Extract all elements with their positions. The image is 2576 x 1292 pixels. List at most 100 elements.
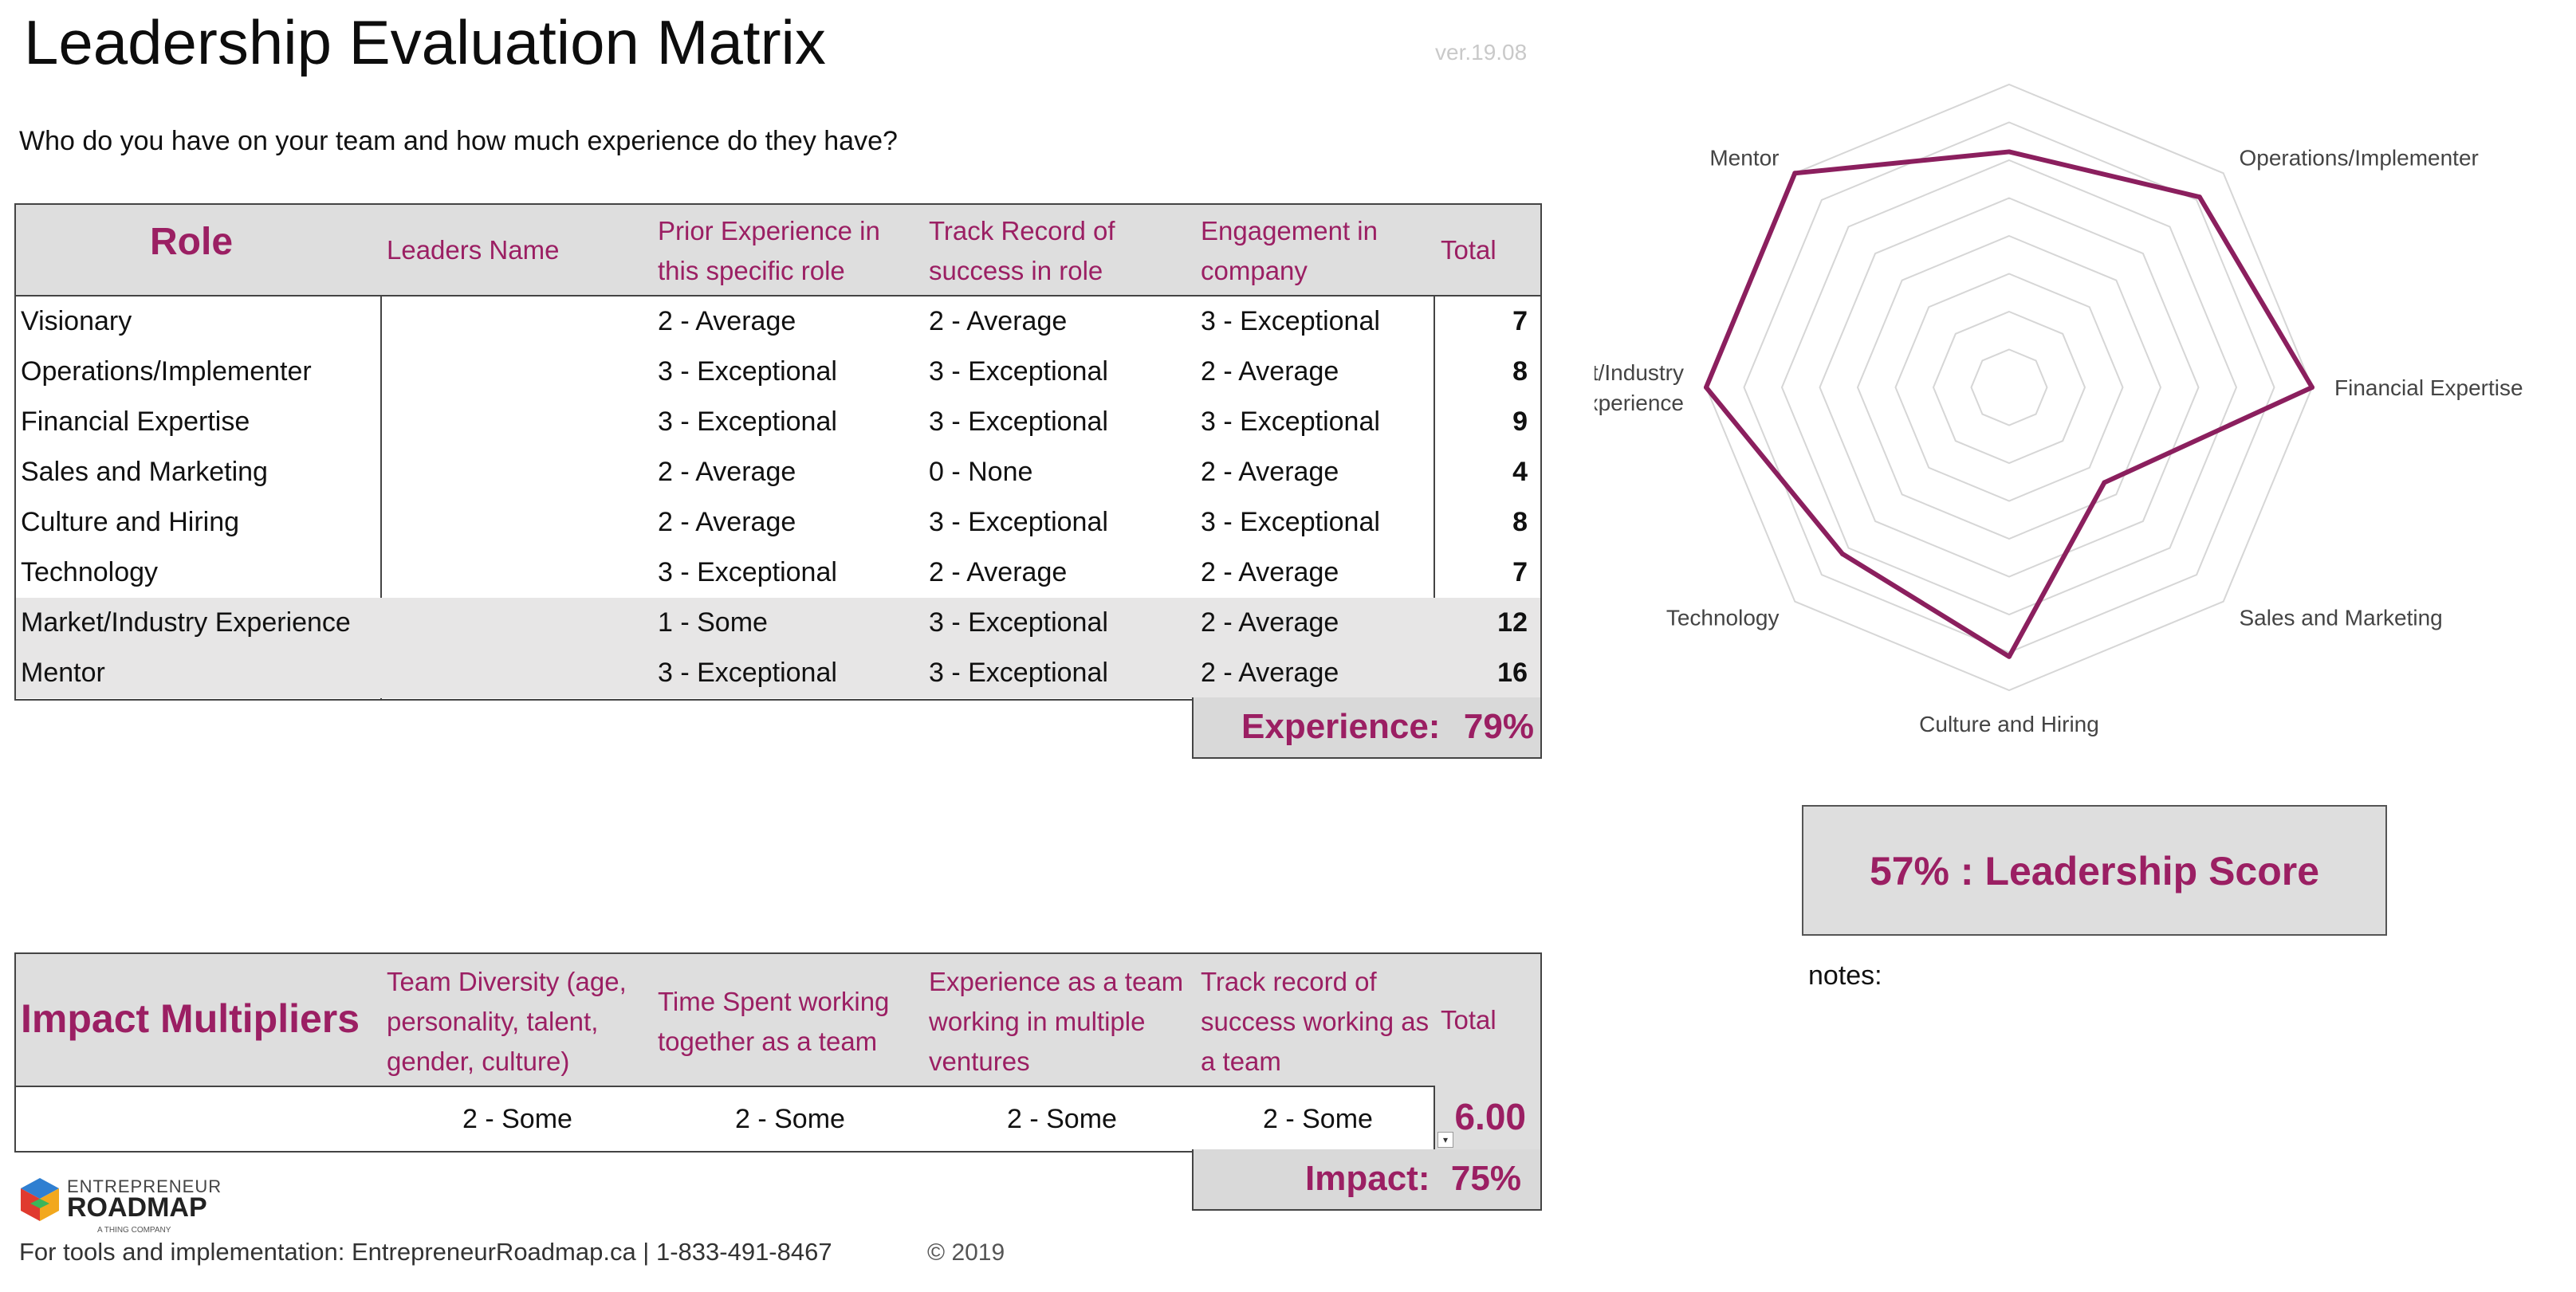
engagement-select[interactable]: 3 - Exceptional (1201, 306, 1380, 336)
impact-summary: Impact: 75% (1192, 1149, 1542, 1211)
engagement-select[interactable]: 3 - Exceptional (1201, 406, 1380, 437)
experience-label: Experience: (1241, 707, 1441, 746)
impact-values-row: 2 - Some 2 - Some 2 - Some 2 - Some (16, 1086, 1435, 1151)
track-record-select[interactable]: 2 - Average (929, 557, 1068, 587)
track-record-select[interactable]: 3 - Exceptional (929, 356, 1108, 387)
track-record-select[interactable]: 0 - None (929, 457, 1033, 487)
leader-name-field[interactable] (387, 648, 627, 698)
track-record-select[interactable]: 3 - Exceptional (929, 406, 1108, 437)
engagement-select[interactable]: 2 - Average (1201, 658, 1339, 688)
leader-name-field[interactable] (387, 397, 627, 447)
engagement-select[interactable]: 2 - Average (1201, 557, 1339, 587)
track-record-select[interactable]: 3 - Exceptional (929, 658, 1108, 688)
leader-name-field[interactable] (387, 296, 627, 347)
radar-axis-label-line: Culture and Hiring (1919, 712, 2099, 736)
table-row: Operations/Implementer 3 - Exceptional 3 -… (16, 347, 1540, 397)
prior-experience-select[interactable]: 1 - Some (658, 607, 768, 638)
page-subtitle: Who do you have on your team and how muc… (19, 126, 898, 156)
leader-name-field[interactable] (387, 598, 627, 648)
row-total: 16 (1497, 658, 1528, 688)
radar-series (1704, 149, 2314, 659)
table-row: Market/Industry Experience 1 - Some 3 - Ex… (16, 598, 1540, 648)
table-row: Sales and Marketing 2 - Average 0 - None 2 … (16, 447, 1540, 497)
experience-value: 79% (1463, 707, 1534, 746)
radar-data-point (1840, 551, 1846, 556)
engagement-select[interactable]: 2 - Average (1201, 607, 1339, 638)
prior-experience-select[interactable]: 2 - Average (658, 306, 796, 336)
track-record-select[interactable]: 2 - Average (929, 306, 1068, 336)
radar-data-point (1792, 171, 1798, 176)
table-row: Mentor 3 - Exceptional 3 - Exceptional 2 - … (16, 648, 1540, 698)
radar-axis-label-line: Experience (1595, 391, 1684, 415)
role-cell: Operations/Implementer (21, 356, 312, 387)
impact-total-value: 6.00 (1454, 1096, 1526, 1137)
impact-diversity-select[interactable]: 2 - Some (462, 1104, 572, 1134)
radar-grid-ring (1970, 348, 2048, 426)
header-track-record: Track Record of success in role (929, 216, 1115, 285)
radar-axis-label: Operations/Implementer (2239, 146, 2478, 171)
radar-axis-label: Culture and Hiring (1919, 712, 2099, 736)
leadership-radar-chart: VisionaryOperations/ImplementerFinancial… (1595, 83, 2523, 736)
track-record-select[interactable]: 3 - Exceptional (929, 607, 1108, 638)
radar-axis-label-line: Technology (1666, 605, 1780, 630)
radar-data-point (2007, 654, 2012, 659)
notes-label: notes: (1808, 960, 1882, 991)
prior-experience-select[interactable]: 3 - Exceptional (658, 658, 837, 688)
row-total: 7 (1512, 557, 1528, 587)
track-record-select[interactable]: 3 - Exceptional (929, 507, 1108, 537)
radar-data-point (2007, 149, 2012, 155)
radar-grid-ring (1932, 310, 2086, 465)
radar-axis-label: Financial Expertise (2334, 375, 2523, 400)
prior-experience-select[interactable]: 3 - Exceptional (658, 557, 837, 587)
impact-time-select[interactable]: 2 - Some (735, 1104, 845, 1134)
header-team-track-record: Track record of success working as a team (1201, 967, 1430, 1076)
role-table-header: Role Leaders Name Prior Experience in thi… (16, 205, 1540, 296)
role-cell: Culture and Hiring (21, 507, 240, 537)
impact-label: Impact: (1305, 1159, 1430, 1198)
leadership-score: 57% : Leadership Score (1869, 849, 2320, 893)
logo-cube-icon (21, 1178, 59, 1221)
table-row: Culture and Hiring 2 - Average 3 - Excepti… (16, 497, 1540, 548)
prior-experience-select[interactable]: 3 - Exceptional (658, 356, 837, 387)
header-leaders-name: Leaders Name (387, 235, 560, 265)
leader-name-field[interactable] (387, 497, 627, 548)
role-cell: Technology (21, 557, 159, 587)
prior-experience-select[interactable]: 3 - Exceptional (658, 406, 837, 437)
radar-axis-label-line: Financial Expertise (2334, 375, 2523, 400)
impact-experience-select[interactable]: 2 - Some (1007, 1104, 1117, 1134)
impact-track-select[interactable]: 2 - Some (1263, 1104, 1373, 1134)
radar-data-point (2102, 480, 2107, 485)
leader-name-field[interactable] (387, 548, 627, 598)
header-time-spent: Time Spent working together as a team (658, 987, 890, 1056)
impact-value: 75% (1450, 1159, 1521, 1198)
role-cell: Visionary (21, 306, 132, 336)
entrepreneur-roadmap-logo: ENTREPRENEUR ROADMAP A THING COMPANY (18, 1176, 221, 1240)
table-row: Technology 3 - Exceptional 2 - Average 2 - … (16, 548, 1540, 598)
engagement-select[interactable]: 2 - Average (1201, 457, 1339, 487)
radar-axis-label-line: Sales and Marketing (2239, 605, 2442, 630)
radar-data-point (1704, 385, 1709, 390)
leader-name-field[interactable] (387, 347, 627, 397)
engagement-select[interactable]: 2 - Average (1201, 356, 1339, 387)
version-label: ver.19.08 (1435, 40, 1528, 65)
radar-axis-label-line: Operations/Implementer (2239, 146, 2478, 171)
radar-data-point (2310, 385, 2314, 390)
row-total: 4 (1512, 457, 1528, 487)
prior-experience-select[interactable]: 2 - Average (658, 507, 796, 537)
header-team-diversity: Team Diversity (age, personality, talent,… (387, 967, 627, 1076)
dropdown-arrow-icon[interactable]: ▾ (1437, 1132, 1453, 1148)
row-total: 9 (1512, 406, 1528, 437)
logo-text-line1: ENTREPRENEUR (67, 1176, 222, 1196)
logo-text-line3: A THING COMPANY (97, 1226, 171, 1235)
prior-experience-select[interactable]: 2 - Average (658, 457, 796, 487)
radar-grid-ring (1819, 197, 2200, 578)
row-total: 8 (1512, 507, 1528, 537)
row-total: 8 (1512, 356, 1528, 387)
experience-summary: Experience: 79% (1192, 697, 1542, 759)
role-cell: Market/Industry Experience (21, 607, 351, 638)
impact-title: Impact Multipliers (21, 996, 360, 1041)
impact-multipliers-table: Impact Multipliers Team Diversity (age, p… (14, 952, 1542, 1153)
radar-grid-ring (1743, 121, 2275, 654)
engagement-select[interactable]: 3 - Exceptional (1201, 507, 1380, 537)
leader-name-field[interactable] (387, 447, 627, 497)
